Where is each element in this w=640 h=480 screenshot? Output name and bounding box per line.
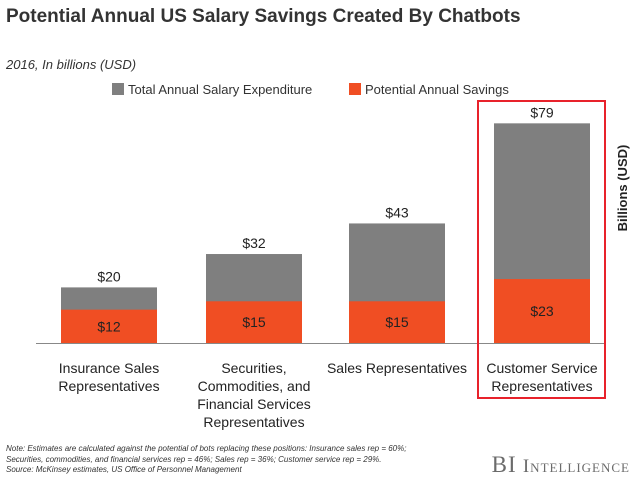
category-label-2-0: Sales Representatives: [327, 360, 467, 376]
legend-savings-label: Potential Annual Savings: [365, 82, 509, 97]
legend-total-label: Total Annual Salary Expenditure: [128, 82, 312, 97]
label-total-1: $32: [242, 235, 266, 251]
category-label-3-1: Representatives: [491, 378, 592, 394]
label-savings-0: $12: [97, 318, 121, 334]
category-label-1-0: Securities,: [221, 360, 286, 376]
footnote: Note: Estimates are calculated against t…: [6, 444, 476, 476]
chart-title: Potential Annual US Salary Savings Creat…: [6, 6, 521, 27]
chart-subtitle: 2016, In billions (USD): [6, 57, 137, 72]
category-label-0-0: Insurance Sales: [59, 360, 159, 376]
note-line-2: Securities, commodities, and financial s…: [6, 454, 382, 464]
highlight-box: [477, 100, 606, 399]
legend-savings-swatch: [349, 83, 361, 95]
bi-intelligence-logo: BI Intelligence: [492, 452, 630, 478]
y-axis-label: Billions (USD): [615, 145, 630, 232]
legend-total-swatch: [112, 83, 124, 95]
category-label-1-3: Representatives: [203, 414, 304, 430]
category-label-1-2: Financial Services: [197, 396, 311, 412]
label-savings-2: $15: [385, 314, 409, 330]
brand-intelligence: Intelligence: [522, 456, 630, 477]
category-label-0-1: Representatives: [58, 378, 159, 394]
label-savings-3: $23: [530, 303, 554, 319]
label-savings-1: $15: [242, 314, 266, 330]
note-line-1: Note: Estimates are calculated against t…: [6, 444, 407, 453]
brand-bi: BI: [491, 452, 517, 477]
label-total-2: $43: [385, 204, 409, 220]
label-total-0: $20: [97, 268, 121, 284]
source-line: Source: McKinsey estimates, US Office of…: [6, 465, 242, 474]
bar-savings-0: [61, 309, 157, 343]
category-label-1-1: Commodities, and: [198, 378, 311, 394]
bar-savings-3: [494, 279, 590, 343]
category-label-3-0: Customer Service: [486, 360, 597, 376]
bar-savings-2: [349, 301, 445, 343]
bar-savings-1: [206, 301, 302, 343]
label-total-3: $79: [530, 104, 554, 120]
bar-chart: Total Annual Salary Expenditure Potential…: [36, 82, 630, 430]
